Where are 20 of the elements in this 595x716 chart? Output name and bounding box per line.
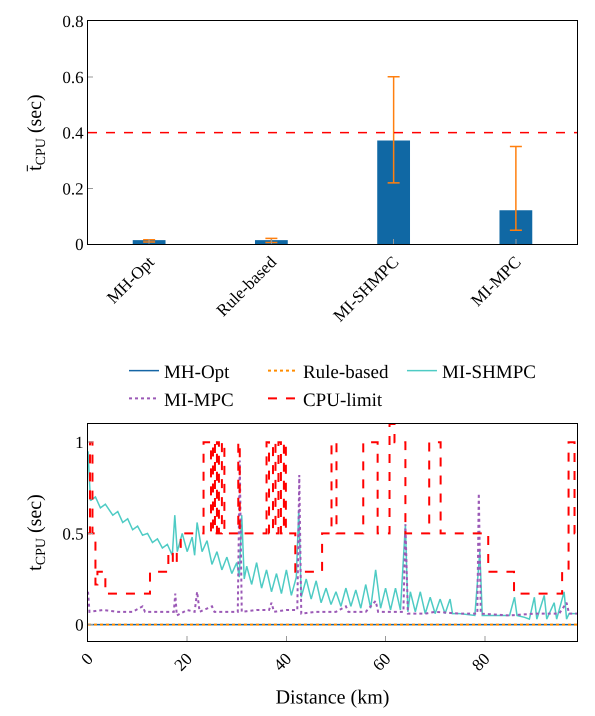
y-tick-label: 0 bbox=[75, 235, 84, 254]
legend-label: Rule-based bbox=[302, 362, 389, 384]
bar bbox=[377, 140, 410, 244]
legend-label: MI-SHMPC bbox=[442, 362, 536, 384]
legend-label: MI-MPC bbox=[164, 390, 234, 411]
x-tick-label: 80 bbox=[468, 649, 494, 675]
y-tick-label: 0.4 bbox=[62, 124, 84, 143]
y-tick-label: 1 bbox=[75, 433, 84, 452]
y-tick-label: 0.2 bbox=[62, 179, 84, 198]
x-tick-label: 60 bbox=[368, 649, 394, 675]
legend-label: CPU-limit bbox=[302, 390, 383, 411]
y-tick-label: 0.5 bbox=[62, 524, 84, 544]
y-tick-label: 0.8 bbox=[62, 12, 84, 31]
y-tick-label: 0.6 bbox=[62, 68, 84, 87]
x-tick-label: 20 bbox=[170, 649, 196, 675]
legend-label: MH-Opt bbox=[164, 362, 230, 384]
bar bbox=[499, 210, 532, 244]
x-tick-label: 40 bbox=[270, 649, 296, 675]
x-axis-title: Distance (km) bbox=[276, 686, 390, 708]
y-tick-label: 0 bbox=[75, 616, 84, 635]
